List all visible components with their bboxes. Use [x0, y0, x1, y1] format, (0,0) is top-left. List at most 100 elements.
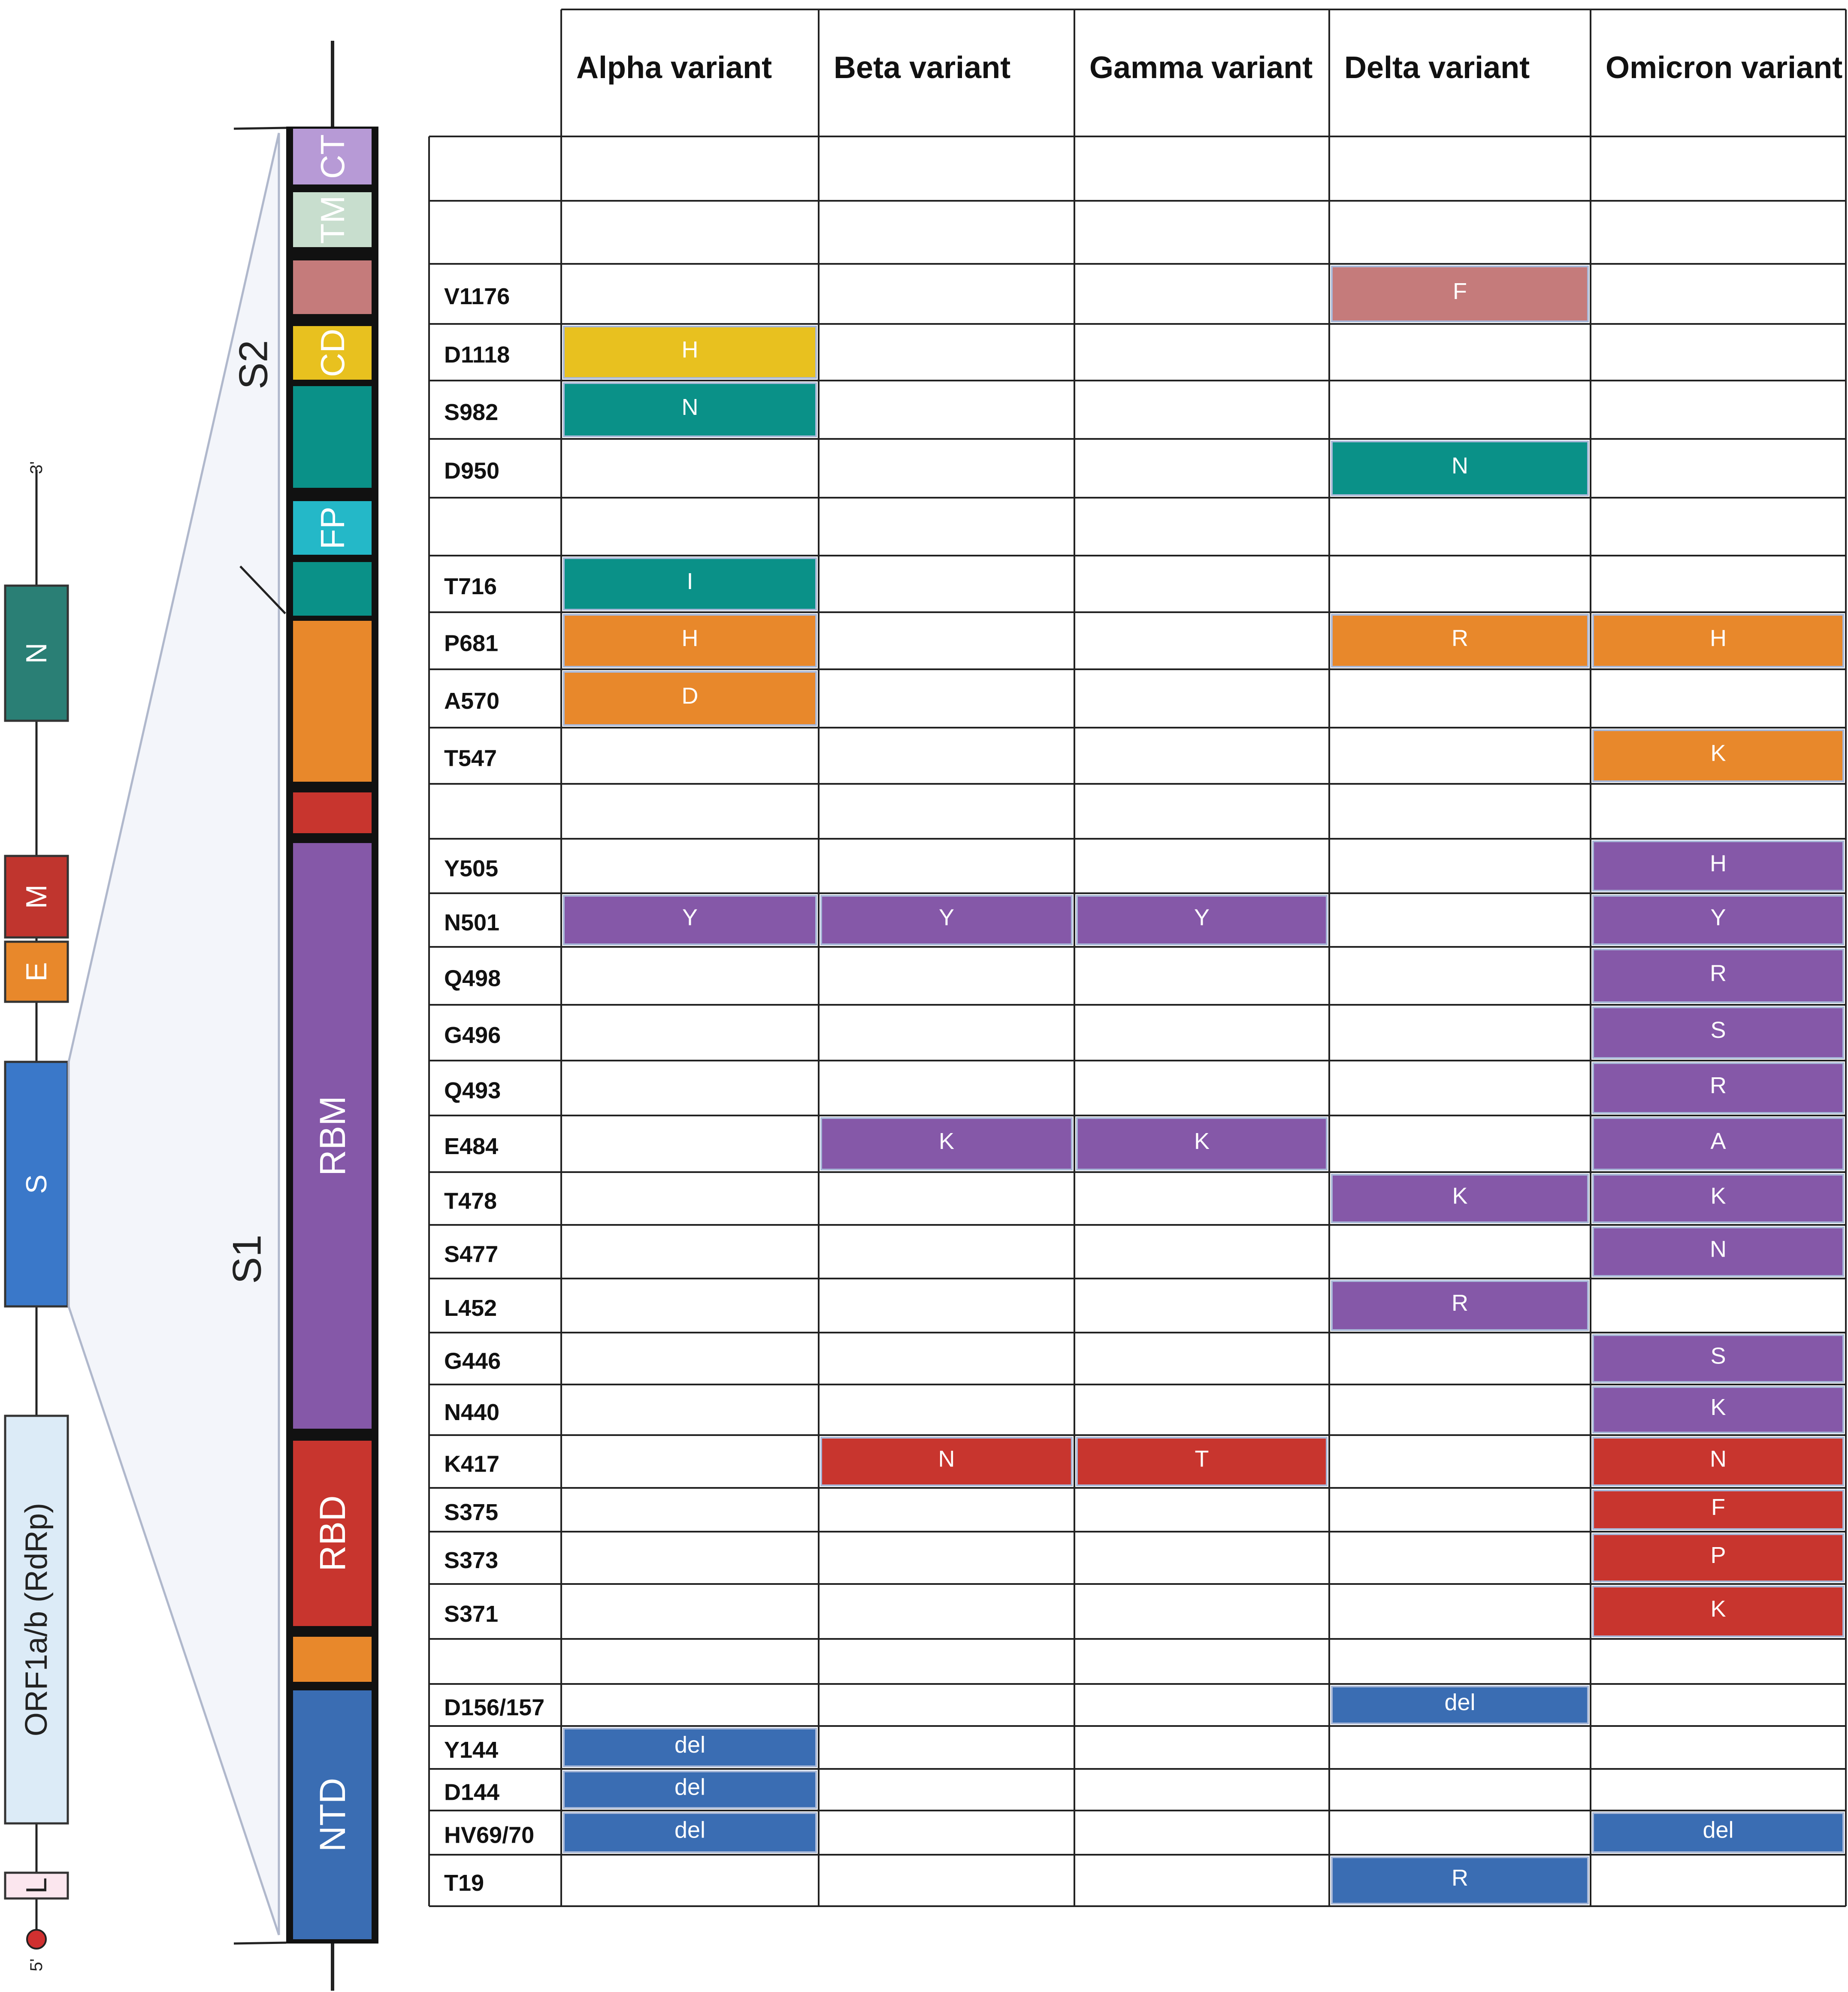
- residue-label: S982: [444, 399, 498, 425]
- spike-domain-label: NTD: [312, 1778, 353, 1852]
- residue-label: T478: [444, 1188, 497, 1214]
- mutation-cell: F: [1331, 266, 1589, 322]
- gene-label: N: [20, 643, 53, 664]
- mutation-cell-fill: [1331, 1280, 1589, 1331]
- mutation-cell: del: [563, 1771, 817, 1809]
- residue-label: D144: [444, 1780, 499, 1805]
- mutation-cell: R: [1331, 1280, 1589, 1331]
- mutation-cell: Y: [563, 895, 817, 945]
- mutation-cell-fill: [1331, 614, 1589, 668]
- gene-orf1ab-box: [4, 1415, 69, 1825]
- mutation-cell-fill: [563, 895, 817, 945]
- mutation-cell-fill: [1592, 840, 1844, 892]
- mutation-cell-fill: [1592, 949, 1844, 1003]
- s2-label: S2: [231, 340, 276, 390]
- mutation-cell: K: [820, 1117, 1073, 1170]
- mutation-label: R: [1452, 626, 1468, 651]
- mutation-cell: N: [1331, 441, 1589, 496]
- mutation-label: A: [1710, 1128, 1726, 1154]
- mutation-label: I: [687, 568, 693, 594]
- gene-e-box: [4, 940, 69, 1003]
- mutation-label: K: [939, 1128, 954, 1154]
- mutation-label: H: [1710, 626, 1727, 651]
- gene-label: ORF1a/b (RdRp): [19, 1503, 54, 1736]
- mutation-cell-fill: [1592, 1533, 1844, 1582]
- residue-label: E484: [444, 1134, 498, 1159]
- mutation-label: Y: [682, 905, 698, 931]
- mutation-cell: S: [1592, 1007, 1844, 1059]
- s1-bracket-bottom: [233, 1941, 287, 1945]
- mutation-label: F: [1711, 1494, 1725, 1520]
- spike-domain-segment-7: [293, 621, 372, 782]
- residue-label: G446: [444, 1348, 501, 1374]
- mutation-cell-fill: [563, 1812, 817, 1853]
- mutation-cell-fill: [1592, 895, 1844, 945]
- mutation-cell-fill: [820, 895, 1073, 945]
- mutation-cell-fill: [1592, 1227, 1844, 1277]
- mutation-label: R: [1452, 1865, 1468, 1891]
- mutation-label: F: [1453, 278, 1467, 304]
- mutation-label: R: [1710, 1073, 1727, 1098]
- five-prime-label: 5': [27, 1959, 46, 1971]
- mutation-cell-fill: [1076, 1437, 1328, 1486]
- residue-label: Q493: [444, 1078, 501, 1103]
- mutation-cell-fill: [563, 326, 817, 379]
- mutation-cell: Y: [1592, 895, 1844, 945]
- spike-domain-segment-11: [293, 1637, 372, 1682]
- mutation-cell-fill: [1331, 441, 1589, 496]
- mutation-cell: H: [563, 326, 817, 379]
- residue-label: V1176: [444, 284, 510, 309]
- residue-label: HV69/70: [444, 1823, 534, 1848]
- column-header-omicron: Omicron variant: [1606, 51, 1842, 85]
- mutation-cell: Y: [1076, 895, 1328, 945]
- mutation-cell-fill: [1592, 729, 1844, 782]
- mutation-cell: del: [563, 1812, 817, 1853]
- residue-label: Y144: [444, 1737, 498, 1763]
- residue-label: L452: [444, 1295, 497, 1321]
- mutation-label: N: [1452, 453, 1468, 479]
- residue-label: T547: [444, 746, 497, 771]
- spike-domain-label: TM: [314, 196, 351, 244]
- spike-domain-cd: [293, 326, 372, 380]
- gene-label: L: [20, 1877, 53, 1894]
- gene-s-box: [4, 1061, 69, 1308]
- mutation-cell: K: [1331, 1174, 1589, 1223]
- mutation-label: N: [1710, 1236, 1727, 1262]
- mutation-label: R: [1710, 961, 1727, 986]
- mutation-label: N: [682, 394, 699, 420]
- mutation-cell: N: [1592, 1437, 1844, 1486]
- mutation-cell: F: [1592, 1490, 1844, 1530]
- mutation-cell: R: [1331, 614, 1589, 668]
- mutation-label: S: [1710, 1017, 1726, 1043]
- mutation-cell-fill: [1592, 614, 1844, 668]
- mutation-cell-fill: [1592, 1812, 1844, 1853]
- mutation-cell-fill: [1331, 1856, 1589, 1904]
- mutation-label: S: [1710, 1343, 1726, 1369]
- spike-domain-segment-6: [293, 562, 372, 616]
- mutation-cell: K: [1076, 1117, 1328, 1170]
- residue-label: N501: [444, 910, 499, 936]
- mutation-cell: K: [1592, 1586, 1844, 1637]
- column-header-delta: Delta variant: [1344, 51, 1530, 85]
- mutation-cell-fill: [563, 671, 817, 726]
- s1-label: S1: [224, 1235, 269, 1284]
- mutation-label: K: [1710, 1596, 1726, 1622]
- mutation-cell-fill: [1592, 1437, 1844, 1486]
- mutation-cell-fill: [1331, 1686, 1589, 1724]
- mutation-label: Y: [939, 905, 954, 931]
- zoom-wedge: [67, 133, 280, 1935]
- mutation-label: H: [1710, 851, 1727, 877]
- mutation-cell-fill: [820, 1117, 1073, 1170]
- mutation-cell: K: [1592, 1174, 1844, 1223]
- mutation-cell-fill: [563, 614, 817, 668]
- mutation-cell-fill: [1592, 1062, 1844, 1114]
- mutation-label: del: [674, 1732, 705, 1758]
- gene-n-box: [4, 584, 69, 722]
- mutation-cell: N: [820, 1437, 1073, 1486]
- mutation-cell-fill: [1592, 1386, 1844, 1433]
- mutation-label: K: [1452, 1183, 1467, 1209]
- mutation-label: H: [682, 337, 699, 363]
- column-header-beta: Beta variant: [834, 51, 1010, 85]
- mutation-label: del: [674, 1817, 705, 1843]
